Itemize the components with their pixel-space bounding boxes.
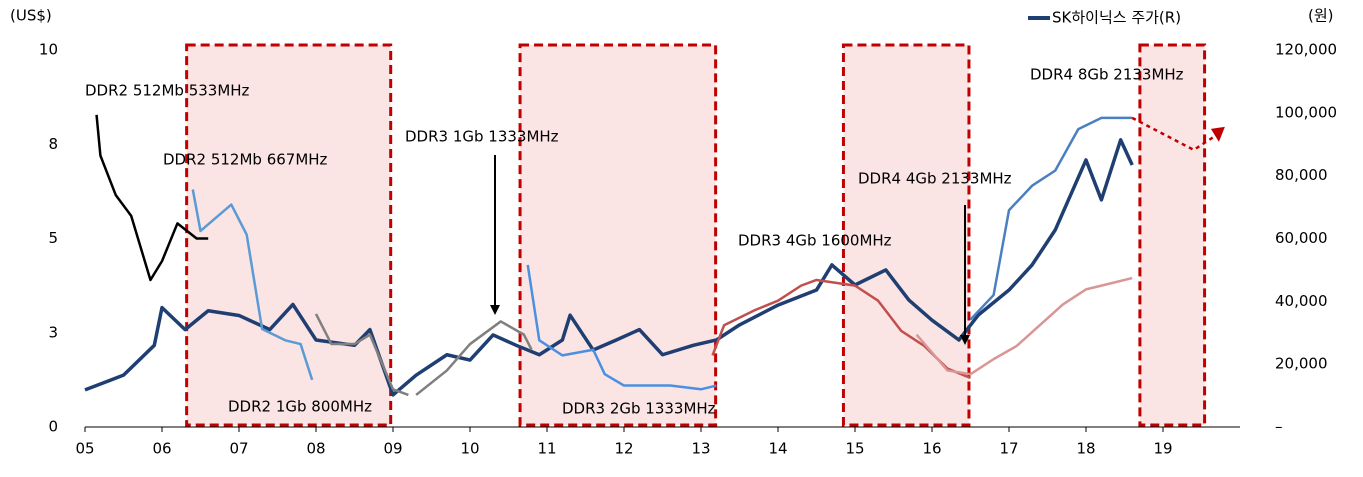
series-line	[191, 189, 314, 381]
series-line	[84, 138, 1134, 397]
shaded-period	[841, 43, 971, 427]
series-annotation: DDR3 4Gb 1600MHz	[738, 232, 892, 250]
arrowhead	[1210, 126, 1225, 142]
series-annotation: DDR3 2Gb 1333MHz	[562, 400, 716, 418]
shaded-period	[518, 43, 718, 427]
shaded-period	[185, 43, 393, 427]
series-line	[314, 313, 409, 397]
y2-tick-label: –	[1275, 418, 1283, 436]
series-annotation: DDR3 1Gb 1333MHz	[405, 128, 559, 146]
x-tick-label: 08	[306, 440, 325, 458]
y-tick-label: 8	[48, 135, 58, 153]
series-annotation: DDR2 512Mb 667MHz	[163, 151, 328, 169]
y-tick-label: 3	[48, 323, 58, 341]
x-tick-label: 19	[1153, 440, 1172, 458]
series-annotation: DDR4 4Gb 2133MHz	[858, 170, 1012, 188]
x-tick-label: 11	[537, 440, 556, 458]
series-line	[915, 276, 1133, 376]
y-tick-label: 0	[48, 418, 58, 436]
annotation-arrowhead	[490, 305, 500, 315]
y2-tick-label: 20,000	[1275, 355, 1328, 373]
series-line	[415, 320, 533, 396]
annotation-arrowhead	[960, 335, 970, 345]
x-tick-label: 10	[460, 440, 479, 458]
x-tick-label: 14	[768, 440, 787, 458]
legend-label: SK하이닉스 주가(R)	[1052, 9, 1181, 27]
y2-tick-label: 80,000	[1275, 166, 1328, 184]
series-annotation: DDR2 512Mb 533MHz	[85, 82, 250, 100]
x-tick-label: 05	[75, 440, 94, 458]
y2-tick-label: 60,000	[1275, 229, 1328, 247]
x-tick-label: 09	[383, 440, 402, 458]
x-tick-label: 15	[845, 440, 864, 458]
right-axis-label: (원)	[1308, 7, 1334, 25]
y2-tick-label: 100,000	[1275, 103, 1337, 121]
y2-tick-label: 120,000	[1275, 41, 1337, 59]
series-annotation: DDR2 1Gb 800MHz	[228, 398, 372, 416]
x-tick-label: 18	[1076, 440, 1095, 458]
y-tick-label: 10	[39, 41, 58, 59]
x-tick-label: 13	[691, 440, 710, 458]
x-tick-label: 17	[999, 440, 1018, 458]
left-axis-label: (US$)	[10, 7, 52, 25]
series-line	[526, 264, 717, 391]
y2-tick-label: 40,000	[1275, 292, 1328, 310]
series-annotation: DDR4 8Gb 2133MHz	[1030, 66, 1184, 84]
x-tick-label: 12	[614, 440, 633, 458]
series-line	[95, 114, 209, 282]
x-tick-label: 16	[922, 440, 941, 458]
x-tick-label: 07	[229, 440, 248, 458]
x-tick-label: 06	[152, 440, 171, 458]
y-tick-label: 5	[48, 229, 58, 247]
series-line	[969, 116, 1133, 321]
shaded-period	[1138, 43, 1207, 427]
